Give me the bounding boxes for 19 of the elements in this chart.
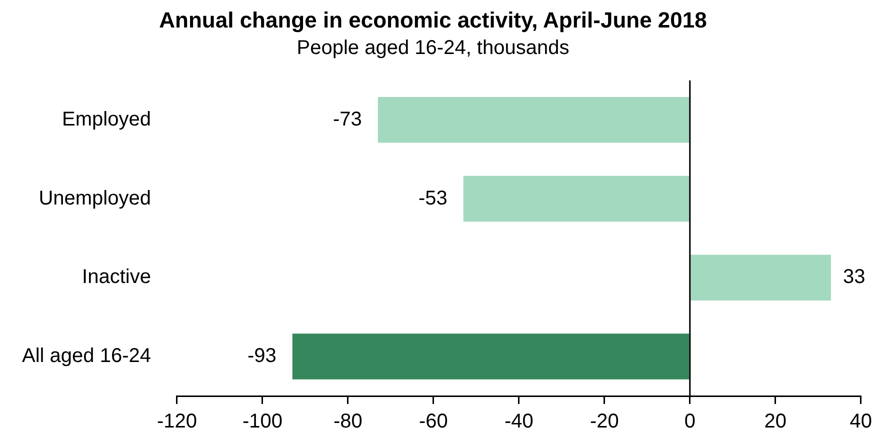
data-label: 33 <box>842 266 866 288</box>
y-tick-label: Inactive <box>82 266 151 288</box>
x-tick-label: -40 <box>504 410 534 433</box>
data-label: -53 <box>418 187 448 210</box>
x-tick-label: 20 <box>764 410 787 433</box>
y-tick-label: Unemployed <box>38 187 151 210</box>
x-tick-label: 40 <box>850 410 872 433</box>
chart-title: Annual change in economic activity, April-June 2018 <box>159 7 707 32</box>
y-tick-label: Employed <box>62 108 151 130</box>
x-tick-label: -60 <box>418 410 448 433</box>
data-label: -93 <box>247 345 276 368</box>
x-tick-label: -120 <box>156 410 197 433</box>
data-label: -73 <box>332 108 362 130</box>
chart-subtitle: People aged 16-24, thousands <box>296 36 570 59</box>
x-tick-label: -100 <box>242 410 282 433</box>
y-tick-label: All aged 16-24 <box>22 345 151 368</box>
x-tick-label: 0 <box>684 410 696 433</box>
x-tick-label: -80 <box>334 410 362 433</box>
x-tick-label: -20 <box>590 410 619 433</box>
